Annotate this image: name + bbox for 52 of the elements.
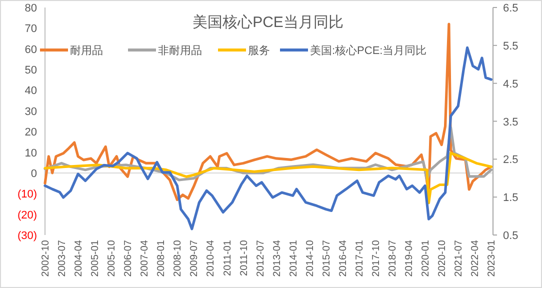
x-tick-label: 2008-10 (172, 240, 184, 277)
y2-tick-label: 2.5 (503, 154, 518, 166)
x-tick-label: 2015-07 (321, 240, 332, 277)
x-tick-label: 2019-04 (404, 240, 416, 277)
y-tick-label: 30 (24, 106, 37, 118)
legend-label: 耐用品 (70, 45, 103, 57)
y2-tick-label: 3.5 (503, 116, 518, 128)
x-tick-label: 2002-10 (40, 240, 52, 277)
legend-label: 美国:核心PCE:当月同比 (310, 44, 427, 57)
x-tick-label: 2011-01 (222, 240, 234, 276)
x-tick-label: 2017-01 (354, 240, 366, 277)
y-tick-label: 40 (24, 85, 37, 98)
x-tick-label: 2003-07 (57, 240, 68, 277)
x-tick-label: 2004-04 (74, 240, 85, 277)
legend-label: 非耐用品 (158, 44, 202, 57)
y-tick-label: 0 (30, 168, 37, 180)
x-tick-label: 2013-04 (272, 240, 283, 277)
y-tick-label: (20) (17, 209, 37, 222)
y-tick-label: 60 (24, 44, 37, 56)
y2-tick-label: 1.5 (503, 192, 518, 204)
x-tick-label: 2008-01 (156, 240, 168, 277)
x-tick-label: 2005-10 (106, 240, 118, 277)
y-tick-label: 10 (24, 147, 37, 160)
x-tick-label: 2020-01 (420, 240, 432, 277)
x-tick-label: 2021-07 (454, 240, 465, 277)
x-tick-label: 2012-07 (255, 240, 266, 277)
x-tick-label: 2016-04 (338, 240, 349, 277)
y2-tick-label: 5.5 (503, 40, 518, 52)
x-tick-label: 2009-07 (189, 240, 200, 277)
y-tick-label: 80 (24, 2, 37, 14)
x-tick-label: 2005-01 (90, 240, 102, 277)
x-tick-label: 2020-10 (437, 240, 448, 277)
x-tick-label: 2018-07 (388, 240, 399, 277)
y-tick-label: 70 (24, 23, 37, 36)
legend-label: 服务 (248, 45, 270, 57)
y-tick-label: 20 (24, 126, 37, 139)
y-tick-label: (30) (17, 230, 37, 242)
y2-tick-label: 6.5 (503, 2, 518, 14)
chart-title: 美国核心PCE当月同比 (192, 14, 344, 31)
x-tick-label: 2014-10 (304, 240, 316, 277)
x-tick-label: 2023-01 (486, 240, 498, 277)
x-tick-label: 2022-04 (470, 240, 482, 277)
x-tick-label: 2010-04 (206, 240, 217, 277)
y-tick-label: (10) (17, 188, 37, 201)
y2-tick-label: 0.5 (503, 230, 518, 242)
x-tick-label: 2007-04 (140, 240, 151, 277)
x-tick-label: 2014-01 (288, 240, 300, 277)
x-tick-label: 2011-10 (238, 240, 250, 276)
y-tick-label: 50 (24, 64, 37, 77)
x-tick-label: 2006-07 (123, 240, 134, 277)
y2-tick-label: 4.5 (503, 78, 518, 90)
x-tick-label: 2017-10 (370, 240, 382, 277)
